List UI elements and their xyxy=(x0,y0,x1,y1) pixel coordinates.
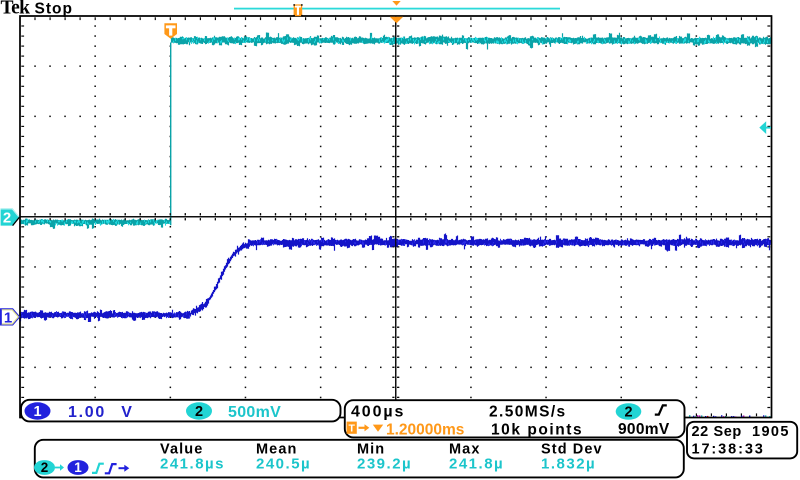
svg-text:Max: Max xyxy=(449,442,481,458)
svg-text:1.20000ms: 1.20000ms xyxy=(386,422,464,439)
svg-text:T: T xyxy=(348,423,355,435)
svg-text:V: V xyxy=(121,404,132,421)
svg-text:241.8µ: 241.8µ xyxy=(449,456,504,473)
svg-text:1: 1 xyxy=(33,404,41,420)
svg-text:Tek: Tek xyxy=(1,0,31,18)
svg-text:1.00: 1.00 xyxy=(68,404,106,421)
svg-text:900mV: 900mV xyxy=(618,421,670,438)
svg-text:2: 2 xyxy=(3,210,11,227)
svg-text:2.50MS/s: 2.50MS/s xyxy=(489,404,567,421)
svg-text:22 Sep: 22 Sep xyxy=(692,424,742,440)
svg-text:Stop: Stop xyxy=(35,1,73,18)
svg-text:17:38:33: 17:38:33 xyxy=(692,442,765,458)
svg-text:400µs: 400µs xyxy=(351,404,405,421)
svg-text:1: 1 xyxy=(74,460,82,475)
svg-text:Mean: Mean xyxy=(256,442,297,458)
svg-text:1: 1 xyxy=(4,310,12,327)
svg-text:1905: 1905 xyxy=(752,424,790,440)
svg-text:Value: Value xyxy=(160,442,203,458)
svg-text:10k points: 10k points xyxy=(491,422,583,439)
svg-text:2: 2 xyxy=(195,404,203,420)
svg-text:Min: Min xyxy=(357,442,385,458)
svg-text:239.2µ: 239.2µ xyxy=(357,456,412,473)
svg-text:241.8µs: 241.8µs xyxy=(160,456,225,473)
svg-text:500mV: 500mV xyxy=(228,404,281,421)
svg-text:2: 2 xyxy=(624,405,632,421)
svg-text:2: 2 xyxy=(41,460,49,475)
svg-text:Std Dev: Std Dev xyxy=(541,442,603,458)
svg-text:1.832µ: 1.832µ xyxy=(541,456,596,473)
svg-text:240.5µ: 240.5µ xyxy=(256,456,311,473)
